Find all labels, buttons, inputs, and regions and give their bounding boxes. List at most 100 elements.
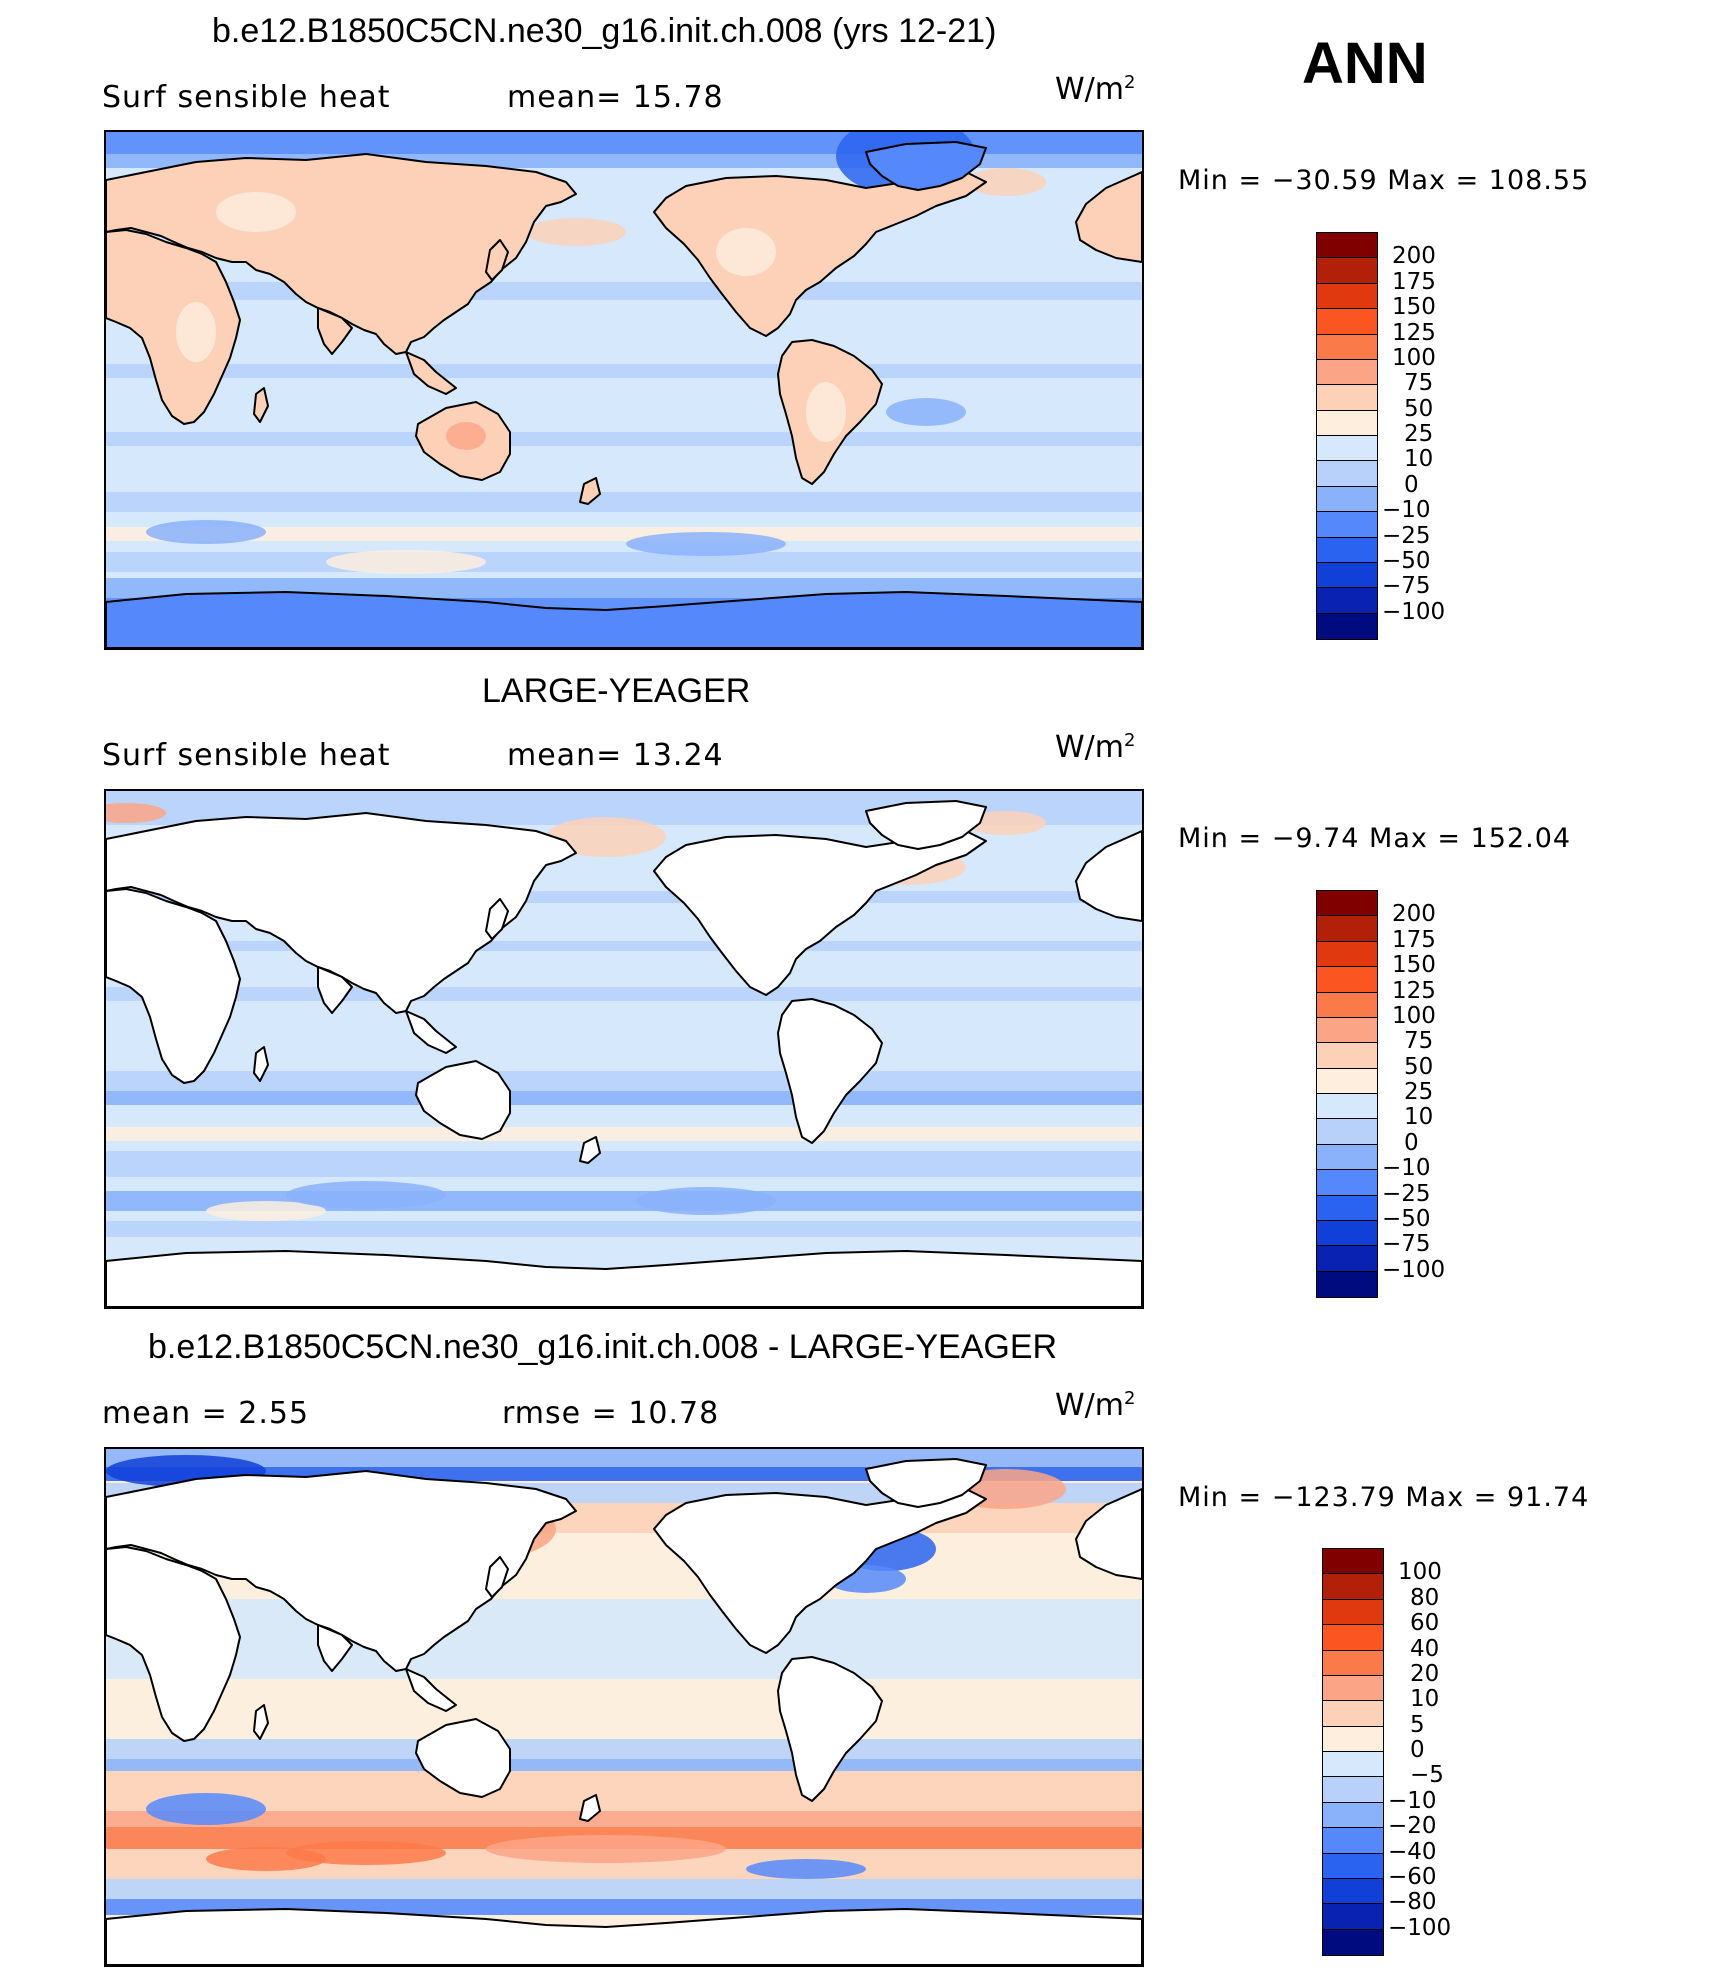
colorbar-swatch [1323,1675,1383,1702]
colorbar-label: 5 [1410,1711,1425,1738]
colorbar-swatch [1317,1220,1377,1247]
colorbar-swatch [1323,1802,1383,1829]
colorbar-label: 25 [1404,421,1434,447]
colorbar-label: 10 [1404,1104,1434,1131]
colorbar-swatch [1317,1271,1377,1297]
colorbar-label: 25 [1404,1079,1434,1105]
panel-1-minmax: Min = −30.59 Max = 108.55 [1178,165,1590,196]
panel-2-minmax: Min = −9.74 Max = 152.04 [1178,823,1572,854]
colorbar-label: 10 [1410,1686,1440,1713]
colorbar-label: 200 [1392,243,1436,270]
landmass-india [317,1624,353,1672]
colorbar-swatch [1317,436,1377,462]
colorbar-label: −50 [1382,1205,1431,1232]
colorbar-label: −50 [1382,547,1431,574]
colorbar-swatch [1323,1752,1383,1778]
colorbar-swatch [1323,1878,1383,1905]
landmass-antarctica [106,591,1142,648]
landmass-africa [106,1546,241,1742]
panel-3-minmax: Min = −123.79 Max = 91.74 [1178,1482,1590,1513]
landmass-australia [415,1718,511,1798]
colorbar-swatch [1317,233,1377,259]
panel-2-mean: mean= 13.24 [507,738,724,773]
colorbar-label: −10 [1388,1787,1437,1814]
landmass-nz [579,477,601,505]
colorbar-swatch [1317,992,1377,1018]
landmass-nz [579,1794,601,1822]
colorbar-swatch [1317,283,1377,310]
panel-1-units: W/m2 [1055,72,1136,107]
colorbar-swatch [1317,1170,1377,1196]
colorbar-label: −100 [1382,1256,1446,1283]
landmass-india [317,307,353,355]
colorbar-swatch [1323,1625,1383,1651]
landmass-greenland [865,800,987,850]
colorbar-label: 0 [1404,1129,1419,1156]
season-label: ANN [1302,31,1428,96]
landmass-africa [106,888,241,1084]
colorbar-swatch [1317,562,1377,589]
colorbar-swatch [1323,1828,1383,1854]
landmass-india [317,966,353,1014]
colorbar-label: 75 [1404,1028,1434,1055]
landmass-greenland [865,141,987,191]
colorbar-label: 80 [1410,1584,1440,1611]
landmass-seasia [405,351,457,395]
panel-1-title: b.e12.B1850C5CN.ne30_g16.init.ch.008 (yr… [212,12,997,50]
landmass-seasia [405,1010,457,1054]
panel-3-map-svg [106,1449,1142,1965]
colorbar-swatch [1323,1574,1383,1600]
colorbar-swatch [1323,1701,1383,1727]
colorbar-swatch [1317,1119,1377,1145]
colorbar-swatch [1317,359,1377,386]
colorbar-swatch [1317,941,1377,968]
panel-1-mean: mean= 15.78 [507,80,724,115]
colorbar-swatch [1323,1599,1383,1626]
colorbar-label: −5 [1410,1762,1444,1789]
colorbar-swatch [1323,1904,1383,1930]
colorbar-label: −60 [1388,1863,1437,1890]
colorbar-swatch [1323,1853,1383,1879]
colorbar-swatch [1317,385,1377,411]
colorbar-label: 50 [1404,1053,1434,1080]
colorbar-label: 75 [1404,370,1434,397]
panel-2-map [104,789,1144,1309]
colorbar-label: −100 [1382,598,1446,625]
colorbar-label: −10 [1382,1155,1431,1182]
panel-1-left-stat: Surf sensible heat [102,80,391,115]
colorbar-label: 175 [1392,268,1436,295]
colorbar-swatch [1317,486,1377,513]
panel-1-colorbar [1316,232,1378,640]
landmass-europe_r [1075,1488,1142,1580]
panel-2-colorbar [1316,890,1378,1298]
landmass-madagascar [253,1704,269,1740]
landmass-seasia [405,1668,457,1712]
landmass-antarctica [106,1250,1142,1307]
colorbar-label: −25 [1382,1180,1431,1207]
panel-2-map-svg [106,791,1142,1307]
colorbar-swatch [1317,1144,1377,1171]
colorbar-label: 100 [1392,1002,1436,1029]
colorbar-swatch [1323,1549,1383,1575]
panel-2-title: LARGE-YEAGER [482,672,751,710]
panel-3-colorbar [1322,1548,1384,1956]
landmass-greenland [865,1458,987,1508]
panel-3-map [104,1447,1144,1967]
colorbar-label: 100 [1392,344,1436,371]
landmass-samerica [777,1656,883,1802]
panel-3-title: b.e12.B1850C5CN.ne30_g16.init.ch.008 - L… [148,1328,1058,1366]
colorbar-label: 40 [1410,1635,1440,1662]
colorbar-swatch [1323,1650,1383,1676]
landmass-japan [485,1556,509,1598]
colorbar-swatch [1317,1017,1377,1044]
colorbar-label: −100 [1388,1914,1452,1941]
colorbar-label: −75 [1382,573,1431,600]
colorbar-label: −40 [1388,1838,1437,1865]
panel-2-units: W/m2 [1055,730,1136,765]
colorbar-label: 200 [1392,901,1436,928]
colorbar-label: −80 [1388,1889,1437,1916]
colorbar-label: 125 [1392,977,1436,1004]
colorbar-label: −20 [1388,1813,1437,1840]
colorbar-label: 0 [1410,1737,1425,1763]
colorbar-label: 50 [1404,395,1434,422]
